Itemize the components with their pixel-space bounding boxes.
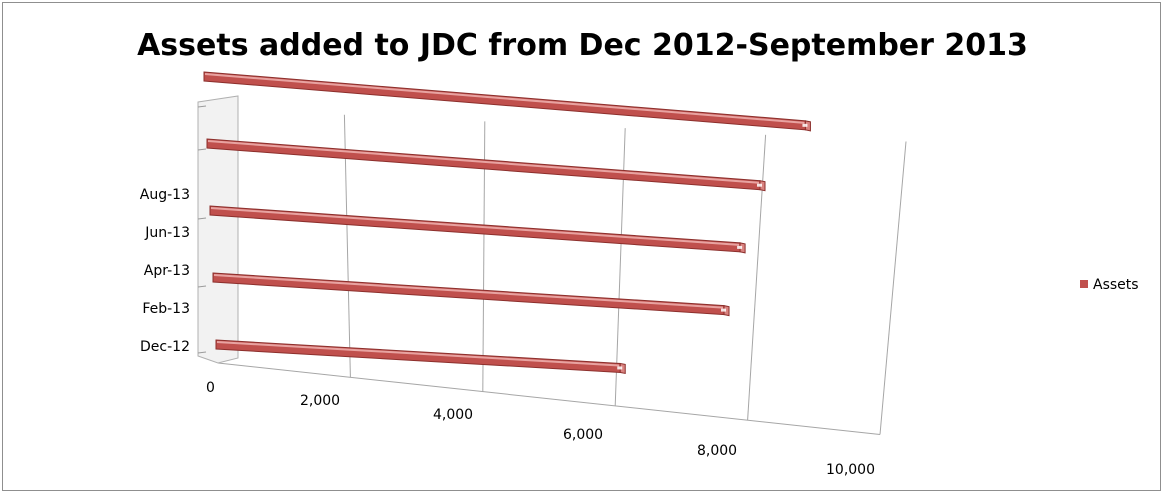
x-tick-label: 0 xyxy=(206,380,215,396)
x-tick-label: 4,000 xyxy=(433,407,473,423)
floor-line xyxy=(217,362,881,435)
x-tick-label: 2,000 xyxy=(300,393,340,409)
gridline xyxy=(747,134,767,421)
x-tick-label: 6,000 xyxy=(563,427,603,443)
category-label: Dec-12 xyxy=(140,339,190,355)
category-label: Feb-13 xyxy=(142,301,190,317)
category-label: Jun-13 xyxy=(144,225,190,241)
x-tick-label: 8,000 xyxy=(697,443,737,459)
x-tick-label: 10,000 xyxy=(826,462,875,478)
bar xyxy=(215,339,626,375)
gridlines xyxy=(203,107,907,435)
bar xyxy=(212,272,730,317)
legend-swatch xyxy=(1080,280,1088,288)
chart-title: Assets added to JDC from Dec 2012-Septem… xyxy=(137,28,1028,63)
gridline xyxy=(879,141,907,435)
bar xyxy=(206,138,766,192)
legend: Assets xyxy=(1080,277,1139,293)
category-label: Apr-13 xyxy=(144,263,190,279)
category-tick xyxy=(197,351,207,354)
axis-wall xyxy=(197,95,239,364)
bar xyxy=(209,205,746,254)
legend-label: Assets xyxy=(1093,277,1139,293)
category-tick xyxy=(197,285,207,288)
category-tick xyxy=(197,105,207,108)
category-tick xyxy=(197,148,207,151)
category-label: Aug-13 xyxy=(140,187,190,203)
x-tick-labels: 0 2,000 4,000 6,000 8,000 10,000 xyxy=(206,380,875,478)
category-tick xyxy=(197,217,207,220)
y-tick-labels: Dec-12 Feb-13 Apr-13 Jun-13 Aug-13 xyxy=(140,105,207,355)
bars xyxy=(203,71,811,375)
bar xyxy=(203,71,811,132)
side-wall xyxy=(197,95,239,364)
